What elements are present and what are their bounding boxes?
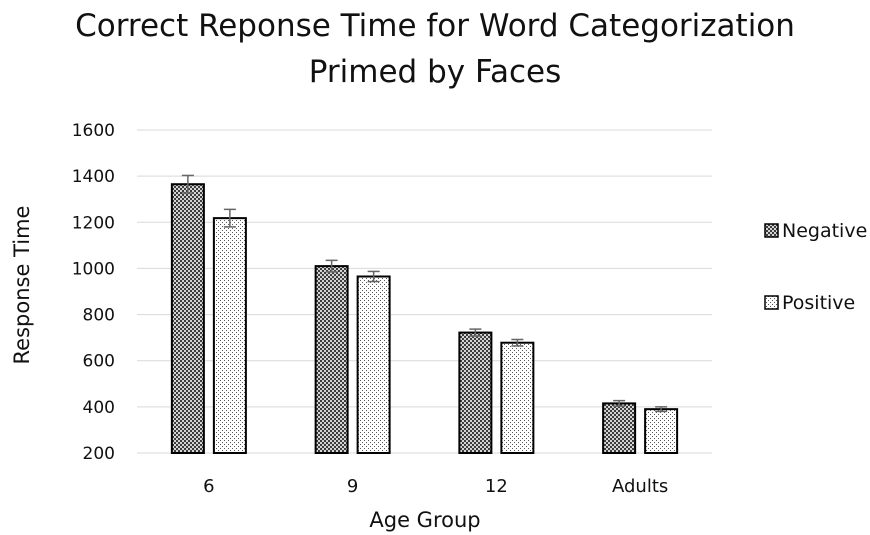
bar-positive-adults [644,408,679,454]
bar-negative-adults [602,402,637,454]
y-tick-label: 600 [83,352,115,372]
error-bar [655,406,668,413]
bar-positive-6 [212,217,247,454]
y-tick-label: 1000 [72,259,115,279]
bar-positive-9 [356,275,391,454]
chart-title-line-2: Primed by Faces [308,54,562,90]
bar-negative-12 [458,331,493,454]
error-bar [613,399,626,407]
y-tick-label: 1600 [72,121,115,141]
bar-negative-9 [314,265,349,454]
legend: Negative Positive [764,220,867,314]
legend-swatch-positive [764,295,779,310]
x-axis-ticks: 6 9 12 Adults [203,476,668,497]
x-axis-title: Age Group [369,508,481,532]
chart-title-line-1: Correct Reponse Time for Word Categoriza… [75,8,795,44]
error-bar [223,208,236,228]
x-tick-label: 9 [347,476,358,497]
x-tick-label: Adults [612,476,668,497]
y-tick-label: 200 [83,444,115,464]
legend-label-negative: Negative [782,220,867,242]
y-tick-label: 400 [83,398,115,418]
y-tick-label: 1200 [72,213,115,233]
y-axis-ticks: 200 400 600 800 1000 1200 1400 1600 [72,121,115,464]
legend-label-positive: Positive [782,292,855,314]
bars [170,174,679,454]
x-tick-label: 12 [485,476,508,497]
x-tick-label: 6 [203,476,214,497]
y-tick-label: 1400 [72,167,115,187]
error-bar [511,338,524,347]
error-bar [325,259,338,273]
legend-swatch-negative [764,223,779,238]
bar-negative-6 [170,183,205,454]
bar-positive-12 [500,341,535,454]
error-bar [181,174,194,194]
error-bar [367,270,380,283]
error-bar [469,328,482,337]
y-tick-label: 800 [83,306,115,326]
